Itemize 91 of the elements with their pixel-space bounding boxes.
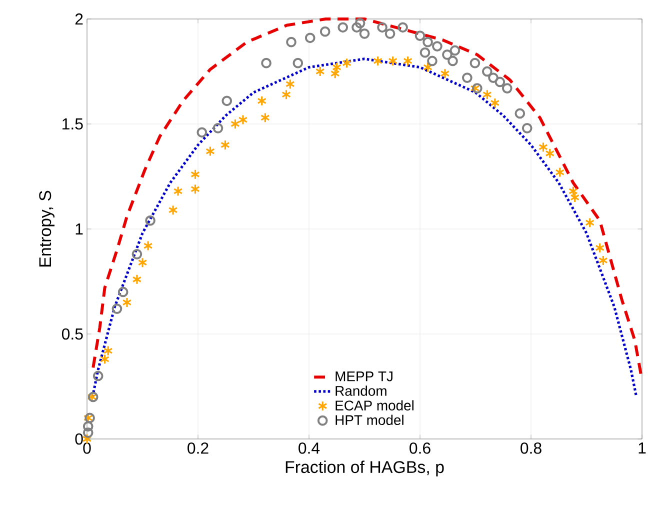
point <box>168 204 178 216</box>
point <box>522 123 532 134</box>
point <box>359 28 370 39</box>
point <box>103 346 113 356</box>
legend-label: Random <box>336 386 386 396</box>
point <box>282 89 291 100</box>
x-tick-label: 0.8 <box>520 442 542 454</box>
point <box>132 274 142 285</box>
point <box>238 114 248 126</box>
point <box>427 56 438 66</box>
x-tick-label: 1 <box>638 442 646 454</box>
point <box>196 127 208 138</box>
point <box>100 354 110 364</box>
point <box>373 56 383 66</box>
point <box>494 76 506 88</box>
point <box>92 370 104 382</box>
point <box>403 56 412 66</box>
point <box>82 428 94 438</box>
point <box>304 32 316 44</box>
point <box>555 167 565 178</box>
point <box>173 186 183 196</box>
y-tick-label: 0.5 <box>62 328 83 340</box>
point <box>212 123 224 134</box>
point <box>470 58 480 68</box>
point <box>470 83 480 94</box>
point <box>352 22 362 33</box>
point <box>222 96 232 106</box>
y-tick-label: 2 <box>75 13 83 25</box>
point <box>490 98 500 108</box>
point <box>482 66 492 77</box>
y-tick-label: 0 <box>75 433 83 445</box>
point <box>384 28 396 39</box>
point <box>414 30 426 41</box>
point <box>145 215 156 226</box>
point <box>112 304 122 314</box>
point <box>462 72 472 83</box>
point <box>118 286 128 298</box>
point <box>261 58 272 68</box>
y-tick-label: 1.5 <box>62 118 83 130</box>
point <box>440 68 450 79</box>
point <box>422 36 433 48</box>
point <box>82 421 94 432</box>
legend-label: ECAP model <box>336 400 414 410</box>
point <box>138 257 148 268</box>
point <box>332 62 342 73</box>
point <box>315 66 325 77</box>
point <box>354 18 366 28</box>
legend-label: MEPP TJ <box>336 372 392 382</box>
point <box>482 89 492 100</box>
point <box>122 297 132 308</box>
point <box>220 140 230 150</box>
point <box>442 50 452 60</box>
y-tick-label: 1 <box>76 224 83 234</box>
x-tick-label: 0.2 <box>188 442 208 454</box>
point <box>598 255 608 266</box>
point <box>398 22 408 33</box>
point <box>286 36 296 48</box>
point <box>585 217 595 228</box>
x-tick-label: 0.4 <box>298 442 320 454</box>
x-tick-label: 0 <box>83 442 91 454</box>
point <box>330 68 340 79</box>
point <box>423 62 432 73</box>
point <box>292 58 304 68</box>
point <box>342 58 352 68</box>
point <box>320 26 330 37</box>
point <box>448 56 458 66</box>
point <box>595 242 605 254</box>
point <box>285 78 295 90</box>
point <box>132 249 142 260</box>
y-axis-title: Entropy, S <box>39 190 54 267</box>
point <box>338 22 348 33</box>
point <box>190 184 200 194</box>
legend-label: HPT model <box>336 414 404 426</box>
point <box>230 118 240 130</box>
point <box>206 146 215 157</box>
point <box>502 83 512 94</box>
point <box>472 83 482 94</box>
point <box>450 45 460 56</box>
point <box>143 240 153 252</box>
point <box>260 112 270 123</box>
point <box>432 41 442 52</box>
point <box>514 108 526 119</box>
point <box>488 72 498 83</box>
x-axis-title: Fraction of HAGBs, p <box>286 460 444 476</box>
point <box>190 169 200 180</box>
x-tick-label: 0.6 <box>410 442 430 454</box>
line-series <box>91 58 638 398</box>
point <box>377 22 388 33</box>
point <box>257 96 267 106</box>
point <box>420 47 430 58</box>
point <box>388 56 398 66</box>
